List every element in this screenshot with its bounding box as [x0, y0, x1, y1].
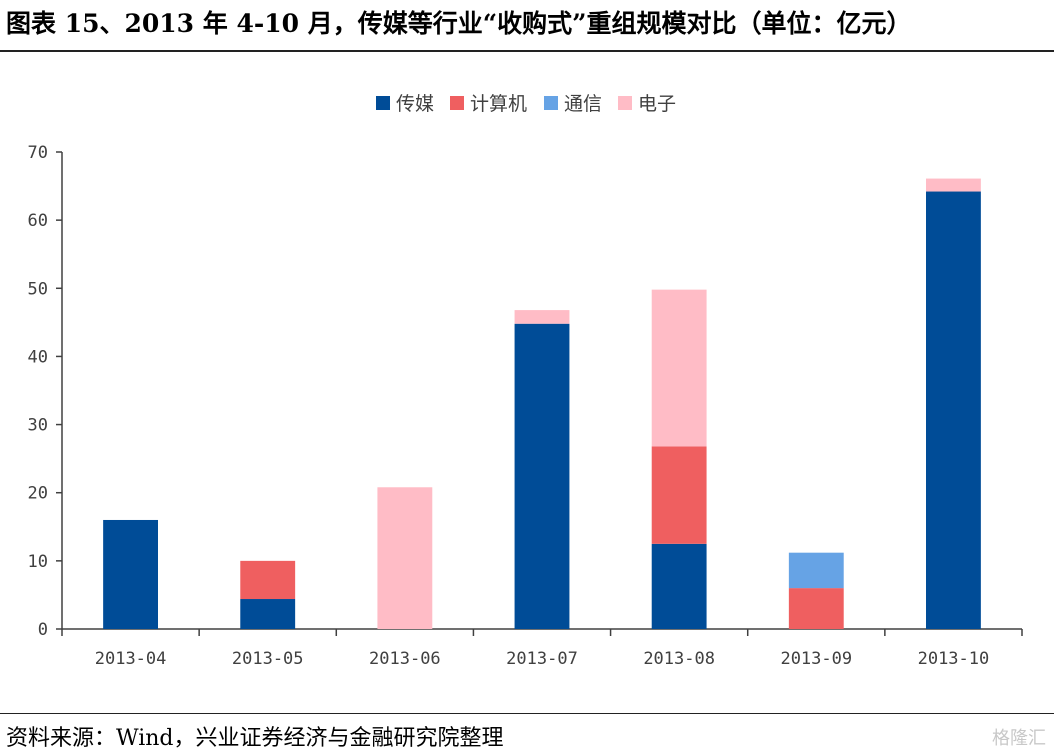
bottom-rule	[0, 713, 1054, 714]
y-axis: 0 10 20 30 40 50 60 70	[28, 143, 63, 640]
bar-segment	[240, 599, 296, 629]
legend-swatch	[450, 96, 464, 110]
y-tick-label: 0	[38, 620, 48, 640]
bar-segment	[788, 552, 844, 589]
bar-segment	[651, 289, 707, 447]
bar-segment	[514, 310, 570, 324]
x-tick-label: 2013-10	[918, 649, 990, 669]
legend-swatch	[544, 96, 558, 110]
y-tick-label: 60	[28, 211, 48, 231]
stacked-bar-chart: 传媒 计算机 通信 电子 0 10 20 30 40 50 60 70 2013-04 2013-05…	[28, 93, 1023, 669]
bar-segment	[651, 543, 707, 629]
bar-segment	[377, 487, 433, 629]
watermark: 格隆汇	[992, 728, 1046, 749]
y-tick-label: 20	[28, 484, 48, 504]
legend-label: 计算机	[470, 93, 527, 115]
y-tick-label: 70	[28, 143, 48, 163]
x-tick-label: 2013-05	[232, 649, 304, 669]
x-tick-label: 2013-07	[506, 649, 578, 669]
bar-segment	[514, 323, 570, 629]
x-tick-label: 2013-04	[95, 649, 167, 669]
top-rule	[0, 50, 1054, 52]
legend-swatch	[618, 96, 632, 110]
legend-swatch	[376, 96, 390, 110]
x-axis: 2013-04 2013-05 2013-06 2013-07 2013-08 2013-…	[61, 628, 1023, 669]
y-tick-label: 50	[28, 279, 48, 299]
source-note: 资料来源：Wind，兴业证券经济与金融研究院整理	[6, 726, 504, 751]
x-tick-label: 2013-08	[643, 649, 715, 669]
legend: 传媒 计算机 通信 电子	[376, 93, 676, 115]
bar-segment	[788, 588, 844, 629]
bar-segment	[651, 446, 707, 544]
x-tick-label: 2013-09	[780, 649, 852, 669]
figure-title: 图表 15、2013 年 4-10 月，传媒等行业“收购式”重组规模对比（单位：…	[6, 9, 912, 38]
bar-segment	[103, 519, 158, 629]
bar-segment	[926, 191, 981, 629]
legend-label: 传媒	[396, 93, 434, 115]
x-tick-label: 2013-06	[369, 649, 441, 669]
y-tick-label: 40	[28, 347, 48, 367]
bar-segment	[926, 178, 981, 192]
y-tick-label: 10	[28, 552, 48, 572]
legend-label: 通信	[564, 93, 602, 115]
legend-label: 电子	[638, 93, 676, 115]
bars	[103, 178, 981, 629]
bar-segment	[240, 560, 296, 600]
y-tick-label: 30	[28, 416, 48, 436]
